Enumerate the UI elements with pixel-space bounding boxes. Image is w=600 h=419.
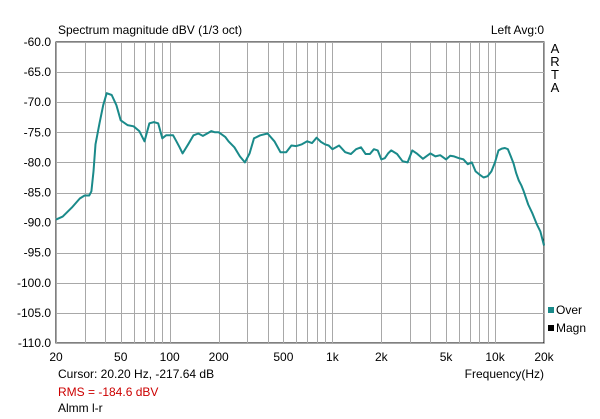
x-axis-label: Frequency(Hz)	[464, 367, 544, 381]
legend-item-over[interactable]: Over	[548, 303, 582, 317]
cursor-readout: Cursor: 20.20 Hz, -217.64 dB	[58, 367, 215, 381]
x-tick-label: 20	[49, 350, 63, 364]
x-tick-label: 50	[114, 350, 128, 364]
y-tick-label: -100.0	[17, 276, 51, 290]
y-tick-label: -60.0	[24, 35, 52, 49]
measurement-note: Almm l-r	[58, 401, 103, 415]
brand-letter: T	[551, 67, 559, 82]
brand-letter: A	[550, 80, 560, 95]
x-tick-label: 200	[209, 350, 229, 364]
series-line-over	[55, 92, 545, 246]
x-tick-label: 2k	[375, 350, 389, 364]
plot-area	[55, 41, 545, 344]
legend-swatch-magn	[548, 325, 554, 331]
x-tick-label: 500	[273, 350, 293, 364]
legend-swatch-over	[548, 307, 554, 313]
chart-title: Spectrum magnitude dBV (1/3 oct)	[58, 23, 243, 37]
rms-readout: RMS = -184.6 dBV	[58, 385, 159, 399]
y-tick-label: -90.0	[24, 216, 52, 230]
y-tick-label: -75.0	[24, 125, 52, 139]
x-axis-ticks: 20 50 100 200 500 1k 2k 5k 10k 20k	[49, 350, 554, 364]
y-tick-label: -85.0	[24, 186, 52, 200]
series-layer	[55, 92, 545, 246]
y-tick-label: -65.0	[24, 65, 52, 79]
y-tick-label: -70.0	[24, 95, 52, 109]
y-tick-label: -80.0	[24, 155, 52, 169]
legend-label-over: Over	[556, 303, 583, 317]
x-tick-label: 20k	[534, 350, 554, 364]
y-axis-ticks: -60.0 -65.0 -70.0 -75.0 -80.0 -85.0 -90.0 -95.0…	[17, 35, 51, 350]
chart-grid	[56, 42, 545, 344]
x-tick-label: 10k	[485, 350, 505, 364]
y-tick-label: -110.0	[18, 336, 51, 350]
brand-label: A R T A	[549, 42, 561, 94]
x-tick-label: 5k	[440, 350, 454, 364]
legend-label-magn: Magn	[556, 321, 587, 335]
brand-letter: R	[550, 54, 560, 69]
x-tick-label: 100	[160, 350, 180, 364]
brand-letter: A	[550, 41, 560, 56]
y-tick-label: -95.0	[24, 246, 52, 260]
legend-item-magn[interactable]: Magn	[548, 321, 586, 335]
y-tick-label: -105.0	[17, 306, 51, 320]
channel-status: Left Avg:0	[490, 23, 544, 37]
x-tick-label: 1k	[326, 350, 340, 364]
